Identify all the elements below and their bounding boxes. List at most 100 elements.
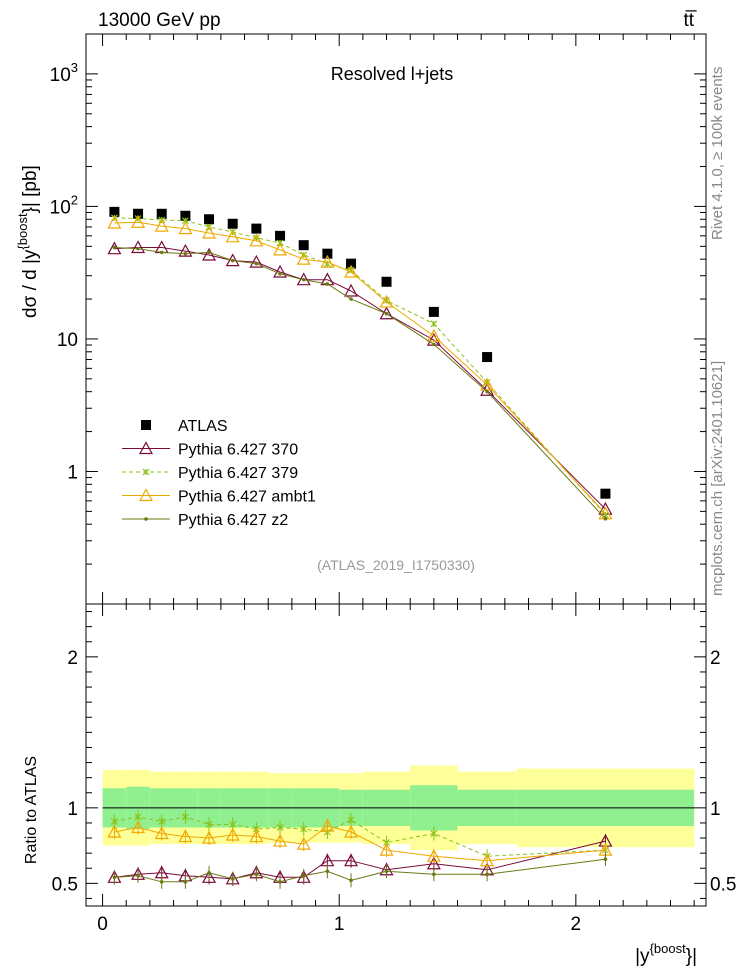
ratio-point-ambt1 (202, 830, 217, 844)
data-point-z2 (301, 277, 306, 282)
ratio-point-p379 (300, 825, 308, 833)
data-point-ambt1 (426, 328, 441, 342)
data-point-z2 (254, 261, 259, 266)
data-point-z2 (112, 245, 117, 250)
ratio-point-z2 (254, 872, 259, 877)
data-point-atlas (204, 214, 215, 225)
ratio-point-p379 (276, 824, 284, 831)
ratio-point-p379 (181, 813, 189, 821)
ratio-point-z2 (230, 877, 235, 881)
y-tick-label: 1 (67, 462, 78, 483)
data-point-z2 (278, 272, 282, 276)
ratio-y-tick-label-right: 0.5 (710, 874, 736, 895)
data-point-atlas (227, 218, 238, 229)
ratio-y-tick-label-right: 1 (710, 799, 721, 820)
data-point-ambt1 (249, 233, 264, 247)
legend-marker-z2 (144, 517, 148, 521)
ratio-y-tick-label: 2 (67, 648, 78, 669)
energy-label: 13000 GeV pp (98, 10, 221, 31)
legend-label-p379: Pythia 6.427 379 (178, 465, 298, 482)
data-point-atlas (109, 206, 120, 217)
y-tick-label: 103 (50, 60, 78, 86)
ratio-x-tick-label: 2 (571, 914, 582, 935)
data-point-z2 (325, 282, 330, 286)
data-point-atlas (298, 240, 309, 251)
data-point-atlas (600, 488, 611, 499)
ratio-point-ambt1 (426, 848, 441, 862)
data-point-atlas (381, 276, 392, 287)
ratio-point-z2 (432, 872, 436, 877)
data-point-ambt1 (178, 221, 193, 235)
data-point-z2 (384, 311, 389, 316)
data-point-atlas (482, 352, 493, 363)
ratio-y-tick-label-right: 2 (710, 648, 721, 669)
data-point-ambt1 (225, 229, 240, 243)
ratio-y-tick-label: 1 (67, 799, 78, 820)
ratio-panel: 0.5 0.5 1 1 2 2 0 1 2 (52, 603, 736, 935)
series-ambt1 (107, 214, 613, 520)
x-axis-label: |y{boost}| (635, 941, 697, 967)
legend-marker-p370 (138, 441, 154, 455)
ratio-point-p379 (110, 818, 118, 825)
legend-marker-p379 (142, 468, 150, 476)
data-point-p370 (225, 253, 240, 267)
data-point-z2 (230, 258, 235, 263)
ratio-x-tick-label: 1 (334, 914, 345, 935)
data-point-p370 (379, 306, 394, 320)
ratio-point-p379 (347, 816, 355, 824)
ratio-point-ambt1 (178, 829, 193, 843)
data-point-atlas (322, 248, 333, 259)
data-point-atlas (346, 258, 357, 269)
ratio-y-tick-label: 0.5 (52, 874, 78, 895)
ratio-point-z2 (112, 875, 117, 880)
data-point-p370 (107, 241, 122, 255)
chart-title: Resolved l+jets (331, 64, 454, 84)
data-point-atlas (251, 223, 262, 234)
ratio-point-p379 (158, 818, 166, 825)
data-point-p370 (344, 283, 359, 297)
data-point-ambt1 (154, 218, 169, 232)
ratio-point-ambt1 (131, 820, 146, 834)
data-point-ambt1 (202, 225, 217, 239)
legend: ATLAS Pythia 6.427 370 Pythia 6.427 379 Pyt… (122, 418, 316, 529)
ratio-point-z2 (325, 869, 330, 874)
ratio-point-z2 (301, 874, 306, 878)
data-point-z2 (159, 250, 164, 255)
ratio-series-ambt1 (107, 818, 613, 868)
data-point-p370 (131, 240, 146, 254)
y-tick-label: 10 (57, 330, 78, 351)
ratio-point-p379 (205, 821, 213, 828)
legend-label-p370: Pythia 6.427 370 (178, 442, 298, 459)
data-point-p370 (202, 247, 217, 261)
data-point-p370 (273, 264, 288, 278)
data-point-z2 (207, 250, 211, 255)
data-point-ambt1 (320, 254, 335, 268)
series-p370 (107, 240, 613, 515)
data-point-p379 (430, 320, 438, 328)
legend-marker-ambt1 (138, 488, 154, 502)
legend-marker-atlas (141, 420, 151, 430)
rivet-label: Rivet 4.1.0, ≥ 100k events (709, 67, 726, 240)
ratio-point-p370 (344, 853, 359, 867)
legend-label-ambt1: Pythia 6.427 ambt1 (178, 489, 316, 506)
ratio-point-ambt1 (480, 853, 495, 867)
process-label: tt̅ (683, 10, 697, 31)
ratio-point-z2 (384, 869, 389, 874)
data-point-ambt1 (344, 264, 359, 278)
legend-label-atlas: ATLAS (178, 418, 228, 435)
data-point-z2 (603, 516, 608, 521)
data-point-ambt1 (296, 251, 311, 265)
series-line-p370 (114, 247, 606, 510)
ratio-point-ambt1 (296, 836, 311, 850)
data-point-ambt1 (131, 214, 146, 228)
ratio-point-z2 (278, 880, 282, 884)
data-point-z2 (136, 246, 140, 251)
ratio-x-tick-label: 0 (97, 914, 108, 935)
ratio-frame (85, 603, 707, 907)
ratio-ylabel: Ratio to ATLAS (23, 756, 40, 864)
y-tick-label: 102 (50, 192, 78, 218)
series-atlas (109, 206, 611, 499)
ratio-point-z2 (183, 880, 188, 884)
